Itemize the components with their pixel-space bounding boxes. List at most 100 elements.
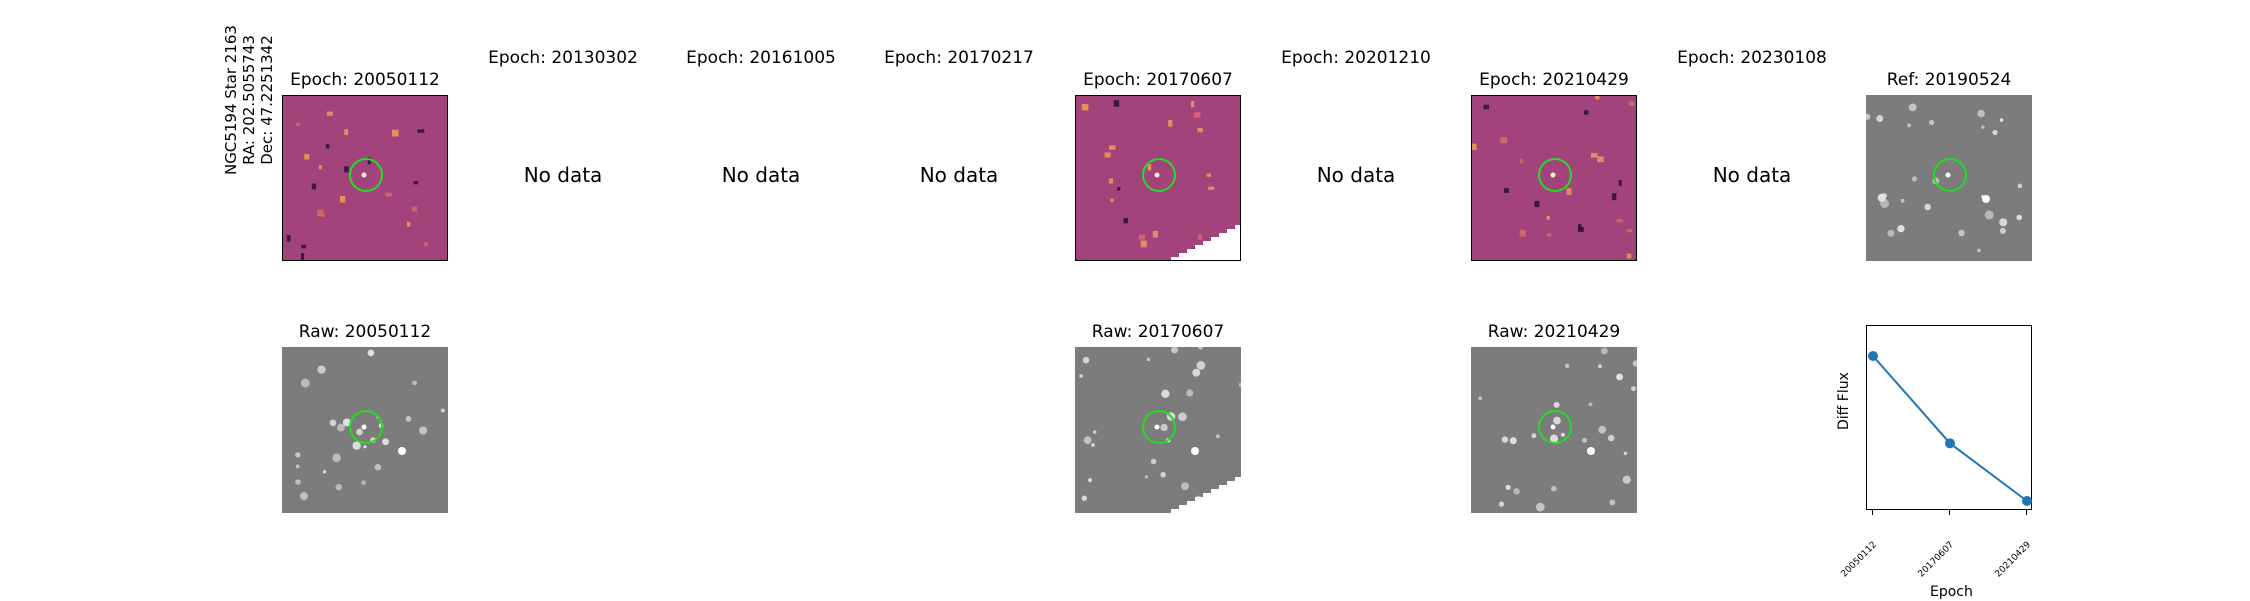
residual-pixel	[1577, 227, 1584, 232]
difference-image	[1471, 95, 1637, 261]
star-blob	[1549, 434, 1559, 443]
residual-pixel	[1193, 112, 1201, 118]
star-blob	[1607, 434, 1615, 442]
residual-pixel	[1519, 158, 1523, 164]
residual-pixel	[1504, 188, 1510, 193]
residual-pixel	[1595, 95, 1600, 100]
star-blob	[1505, 484, 1511, 490]
star-blob	[1531, 433, 1537, 439]
residual-pixel	[1626, 253, 1632, 259]
star-blob	[1509, 437, 1517, 445]
residual-pixel	[344, 129, 349, 136]
x-tick-label: 20170607	[1916, 540, 1957, 580]
star-blob	[1897, 224, 1905, 233]
residual-pixel	[300, 252, 305, 260]
star-blob	[1092, 430, 1097, 434]
residual-pixel	[1152, 230, 1158, 238]
residual-pixel	[411, 206, 418, 212]
star-blob	[1196, 361, 1206, 370]
difference-image	[1075, 95, 1241, 261]
raw-background	[1075, 347, 1241, 513]
star-blob	[1616, 373, 1624, 381]
star-blob	[361, 480, 366, 485]
residual-pixel	[1104, 152, 1111, 158]
star-blob	[1535, 502, 1545, 512]
star-blob	[1161, 389, 1170, 398]
raw-image	[282, 347, 448, 513]
star-blob	[1079, 374, 1083, 378]
reference-image	[1866, 95, 2032, 261]
x-tick	[1948, 510, 1950, 515]
star-blob	[329, 419, 337, 427]
star-blob	[2016, 214, 2022, 221]
star-blob	[1560, 432, 1565, 437]
star-blob	[1992, 129, 1998, 136]
star-blob	[1181, 482, 1189, 491]
residual-pixel	[1578, 224, 1582, 231]
star-blob	[317, 365, 326, 374]
residual-pixel	[1081, 103, 1089, 111]
lightcurve-svg	[1868, 351, 2032, 506]
star-blob	[374, 463, 382, 471]
star-blob	[1478, 396, 1483, 401]
residual-pixel	[321, 213, 325, 217]
residual-pixel	[1597, 156, 1604, 163]
x-tick-label: 20050112	[1839, 540, 1880, 580]
residual-pixel	[1140, 240, 1147, 248]
star-blob	[1192, 368, 1201, 377]
bright-star	[1982, 195, 1990, 203]
raw-title: Raw: 20050112	[298, 322, 432, 342]
target-marker-circle	[1933, 158, 1967, 192]
target-source	[1550, 424, 1556, 430]
x-tick	[2025, 510, 2027, 515]
star-blob	[1876, 115, 1884, 122]
star-blob	[1908, 103, 1917, 112]
star-blob	[1186, 389, 1194, 397]
residual-pixel	[1197, 128, 1203, 133]
star-blob	[1564, 363, 1570, 369]
lightcurve-plot	[1866, 325, 2032, 510]
lightcurve-ylabel: Diff Flux	[1836, 372, 1852, 430]
star-blob	[1907, 123, 1912, 128]
star-blob	[352, 441, 361, 450]
residual-pixel	[1616, 219, 1623, 223]
star-blob	[1083, 436, 1092, 444]
epoch-title: Epoch: 20230108	[1677, 48, 1827, 68]
bright-star	[1587, 447, 1595, 455]
star-blob	[1513, 488, 1520, 495]
epoch-title: Epoch: 20050112	[290, 70, 440, 90]
star-blob	[335, 483, 342, 491]
x-tick-label: 20210429	[1993, 540, 2034, 580]
star-blob	[1598, 425, 1607, 434]
star-blob	[1160, 423, 1168, 432]
star-blob	[295, 479, 301, 485]
residual-pixel	[1618, 180, 1622, 186]
epoch-title: Epoch: 20130302	[488, 48, 638, 68]
star-blob	[2017, 183, 2023, 189]
star-blob	[295, 452, 301, 458]
star-blob	[1498, 501, 1505, 507]
lightcurve-point	[1945, 438, 1955, 449]
raw-title: Raw: 20170607	[1091, 322, 1225, 342]
star-blob	[1999, 218, 2008, 227]
residual-pixel	[1206, 173, 1212, 177]
target-marker-circle	[1538, 158, 1572, 192]
star-blob	[1588, 402, 1593, 407]
star-blob	[1958, 229, 1965, 237]
residual-pixel	[1583, 110, 1589, 115]
residual-pixel	[391, 129, 399, 137]
star-blob	[1977, 248, 1981, 253]
residual-pixel	[1110, 198, 1114, 203]
residual-pixel	[1168, 119, 1173, 127]
star-blob	[1631, 386, 1636, 392]
star-blob	[419, 426, 428, 435]
residual-pixel	[1500, 136, 1508, 144]
residual-pixel	[1147, 164, 1152, 171]
star-blob	[382, 438, 389, 446]
star-blob	[1911, 176, 1918, 182]
no-data-text: No data	[721, 163, 801, 187]
bright-star	[1191, 447, 1199, 455]
star-blob	[1866, 113, 1871, 120]
star-blob	[1924, 203, 1931, 211]
star-blob	[336, 423, 345, 432]
